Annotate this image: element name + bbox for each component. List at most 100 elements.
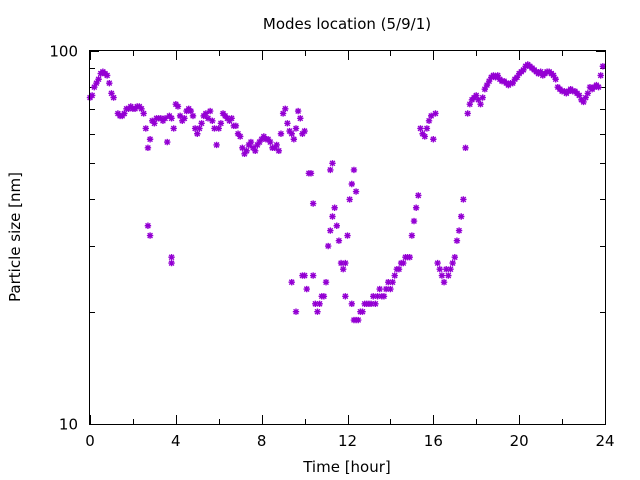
data-point [88,92,96,99]
data-point [462,144,469,152]
data-point [327,166,334,174]
data-point [324,242,332,250]
data-point [309,272,317,279]
data-point [294,107,302,115]
data-point [292,308,300,315]
data-point [436,266,443,273]
plot-border [89,50,606,425]
data-point [440,278,448,286]
data-point [406,254,413,261]
data-point [382,285,390,293]
x-tick-label: 24 [595,432,614,450]
data-point [161,115,169,122]
data-point [410,217,418,225]
data-point [234,130,242,137]
data-point [288,130,295,137]
data-point [350,166,358,174]
data-point [359,308,366,315]
data-point [241,150,248,158]
ticks: 0 4 8 12 16 20 24 10 100 [49,43,614,451]
data-point [189,112,197,120]
data-point [385,278,392,286]
data-point [243,147,250,155]
data-point [423,125,431,132]
data-point [367,300,375,308]
data-point [432,110,439,117]
data-point [400,259,407,267]
data-point [419,130,426,137]
data-point [322,278,330,286]
data-point [168,259,175,267]
data-point [387,285,394,293]
data-point [599,63,607,70]
data-point [391,272,398,279]
data-point [485,77,493,85]
data-point [427,112,435,120]
y-tick-label: 10 [59,416,78,434]
data-point [309,200,317,207]
data-point [301,272,308,279]
data-point [168,254,175,261]
chart-title: Modes location (5/9/1) [263,15,431,33]
data-point [595,83,602,91]
data-point [286,127,293,135]
data-point [475,96,482,103]
data-point [164,138,171,146]
data-point [473,92,480,99]
data-point [483,81,491,89]
data-point [597,72,604,79]
data-point [494,72,501,79]
data-point [228,115,235,122]
data-point [434,259,441,267]
data-point [466,101,474,108]
data-point [395,266,403,273]
data-point [331,204,338,211]
data-point [254,141,261,149]
data-point [146,232,154,239]
data-point [267,138,274,146]
data-point [342,259,349,267]
data-point [174,103,182,110]
data-point [249,144,257,152]
data-point [168,115,175,122]
data-point [576,92,583,99]
data-point [121,110,128,117]
data-point [445,272,452,279]
data-point [144,222,152,229]
x-tick-label: 4 [171,432,181,450]
data-point [284,120,291,127]
data-point [417,125,424,132]
data-point [438,272,446,279]
data-point [187,107,195,115]
data-point [299,130,306,137]
data-point [256,138,263,146]
data-point [260,133,268,140]
data-point [513,74,521,81]
data-point [204,115,212,122]
data-point [372,300,379,308]
x-tick-label: 16 [424,432,443,450]
y-axis-label: Particle size [nm] [6,172,24,302]
data-point [282,105,289,112]
data-point [355,316,362,324]
data-point [451,254,458,261]
data-point [146,136,154,143]
data-point [329,160,336,167]
data-point [215,125,222,132]
data-point [481,85,489,93]
data-point [509,79,516,87]
data-point [232,122,240,130]
data-point [550,72,557,79]
data-point [95,76,102,83]
data-point [408,232,416,239]
data-point [370,293,377,300]
data-point [346,196,353,203]
data-point [297,115,304,122]
data-point [333,222,340,229]
data-point [206,107,214,115]
data-point [288,278,295,286]
data-point [449,259,456,267]
data-point [106,79,113,87]
data-point [327,227,334,234]
